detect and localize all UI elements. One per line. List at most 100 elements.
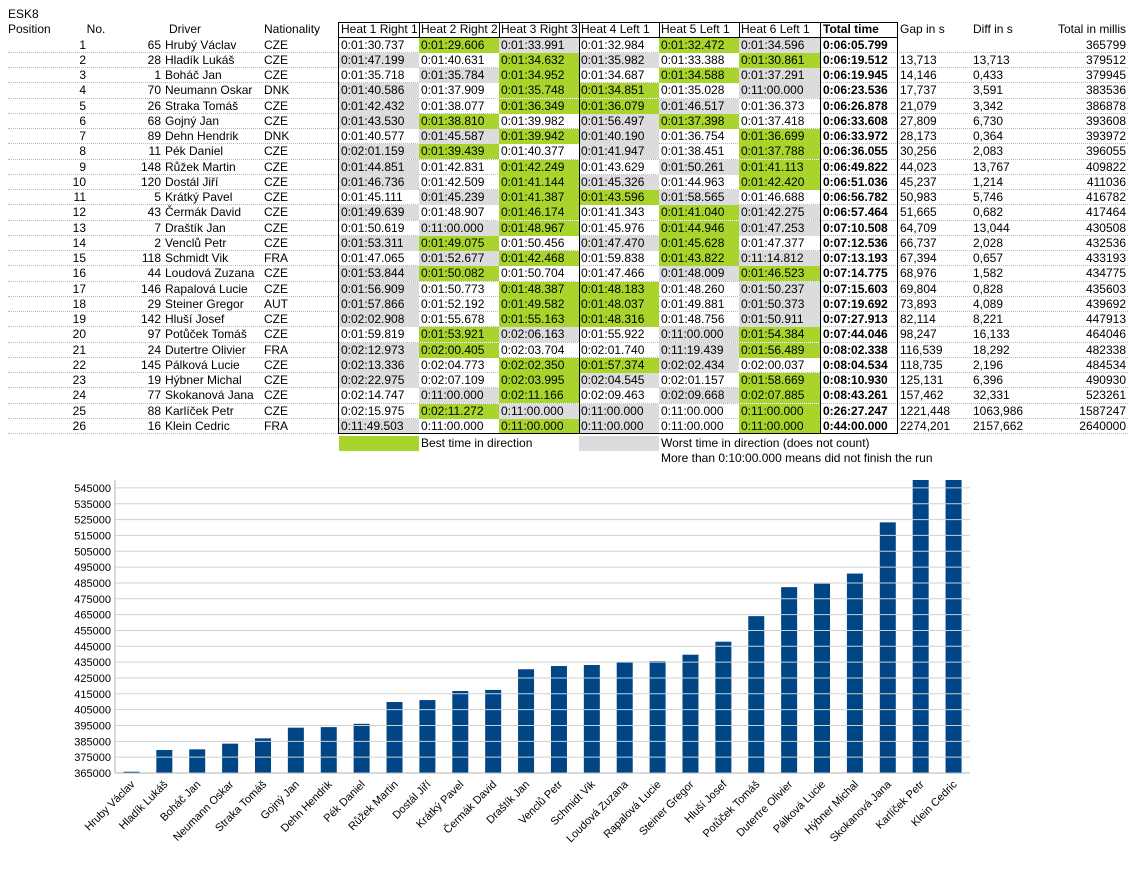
table-cell: 0:01:39.942 (499, 129, 579, 144)
table-cell: 14,146 (900, 68, 937, 82)
table-cell: 5,746 (973, 190, 1004, 204)
y-tick-label: 445000 (74, 641, 111, 653)
table-cell: 0:02:13.336 (339, 357, 419, 373)
table-cell: 0:01:48.756 (661, 312, 725, 326)
table-cell: 0:11:14.812 (739, 251, 821, 266)
table-cell: 0:01:42.831 (421, 159, 485, 174)
column-header: Heat 2 Right 2 (421, 22, 498, 36)
table-cell: 13 (72, 220, 86, 235)
table-cell: 386878 (1085, 98, 1126, 113)
worst-swatch (579, 436, 659, 451)
table-cell: 0:01:33.388 (661, 52, 725, 67)
bar (879, 522, 896, 773)
table-cell: 2274,201 (900, 418, 951, 433)
table-cell: 365799 (1085, 37, 1126, 52)
table-cell: 97 (147, 327, 161, 342)
row-line (8, 158, 1128, 160)
table-cell: 0:11:00.000 (739, 83, 821, 99)
table-cell: 393972 (1085, 129, 1126, 143)
table-cell: 0:01:37.398 (659, 113, 739, 129)
table-cell: 0:01:50.237 (739, 281, 821, 297)
table-cell: 0:01:45.976 (581, 220, 645, 235)
row-line (8, 128, 1128, 129)
table-cell: 0:01:48.183 (579, 281, 659, 297)
table-cell: 447913 (1085, 312, 1126, 326)
table-cell: 379512 (1085, 52, 1126, 67)
table-cell: 15 (72, 251, 86, 265)
table-cell: 2640000 (1079, 418, 1126, 433)
table-cell: 1221,448 (900, 403, 951, 418)
table-cell: 0:01:35.982 (579, 52, 659, 68)
table-cell: Dutertre Olivier (165, 342, 246, 357)
table-cell: 0:01:45.326 (579, 174, 659, 190)
table-cell: 28,173 (900, 129, 937, 143)
table-cell: 0:01:41.040 (659, 205, 739, 221)
table-cell: 0:01:58.565 (659, 190, 739, 205)
y-tick-label: 475000 (74, 594, 111, 606)
table-cell: Hladík Lukáš (165, 52, 235, 67)
table-cell: 482338 (1085, 342, 1126, 357)
table-cell: 0:02:02.434 (659, 357, 739, 373)
bar (485, 689, 502, 773)
table-cell: 0:02:01.159 (339, 144, 419, 160)
table-cell: 0:01:47.065 (341, 251, 405, 265)
header-line (338, 37, 898, 38)
table-cell: 0:01:47.470 (579, 235, 659, 251)
table-cell: 0:01:55.678 (421, 312, 485, 326)
table-cell: 0:07:15.603 (823, 281, 888, 296)
table-cell: 0:02:22.975 (339, 373, 419, 388)
column-header: Diff in s (973, 22, 1013, 36)
table-cell: 68 (147, 113, 161, 128)
table-cell: 0:06:19.512 (823, 52, 888, 67)
table-cell: 0:02:07.109 (421, 373, 485, 387)
table-cell: 0:11:00.000 (739, 403, 821, 419)
table-cell: CZE (264, 174, 288, 189)
table-cell: 0:01:55.922 (581, 327, 645, 342)
table-cell: 0:01:41.387 (499, 190, 579, 205)
bar (781, 587, 798, 773)
header-divider (659, 22, 660, 37)
column-header: Total in millis (1057, 22, 1126, 36)
table-cell: 8 (79, 144, 86, 159)
table-cell: Čermák David (165, 205, 242, 220)
table-cell: 20 (72, 327, 86, 342)
table-cell: 1 (154, 68, 161, 82)
table-cell: 142 (140, 312, 161, 326)
bar (287, 727, 304, 773)
table-cell: 0:06:23.536 (823, 83, 888, 98)
table-cell: 0:06:19.945 (823, 68, 888, 82)
table-cell: 5 (79, 98, 86, 113)
table-cell: 0:07:19.692 (823, 296, 888, 311)
table-cell: 45,237 (900, 174, 937, 189)
table-cell: 13,713 (900, 52, 937, 67)
table-cell: CZE (264, 37, 288, 52)
table-cell: 0:01:43.822 (659, 251, 739, 266)
table-cell: FRA (264, 418, 288, 433)
table-cell: 77 (147, 388, 161, 403)
table-cell: CZE (264, 312, 288, 326)
bar (846, 573, 863, 773)
table-cell: CZE (264, 235, 288, 250)
table-cell: 0:11:00.000 (419, 220, 499, 236)
table-cell: 0:01:34.851 (579, 83, 659, 99)
cell-frame (338, 22, 580, 434)
table-cell: 16,133 (973, 327, 1010, 342)
table-cell (971, 38, 1046, 53)
table-cell: 0:02:01.157 (661, 373, 725, 387)
table-cell: 0:01:43.596 (579, 190, 659, 205)
table-cell: 0:06:05.799 (823, 37, 888, 52)
table-cell: 0:01:48.260 (661, 281, 725, 296)
table-cell: CZE (264, 113, 288, 128)
table-cell: 0:11:00.000 (661, 418, 724, 433)
header-divider (499, 22, 500, 37)
table-cell: DNK (264, 129, 290, 143)
table-cell: 30,256 (900, 144, 937, 159)
table-cell: 0:01:42.509 (421, 174, 485, 189)
table-cell: 0:01:56.497 (579, 113, 659, 129)
table-cell: 89 (147, 129, 161, 143)
table-cell: 4,089 (973, 296, 1004, 311)
table-cell: 8,221 (973, 312, 1004, 326)
table-cell: 125,131 (900, 373, 944, 387)
table-cell: 7 (79, 129, 86, 143)
